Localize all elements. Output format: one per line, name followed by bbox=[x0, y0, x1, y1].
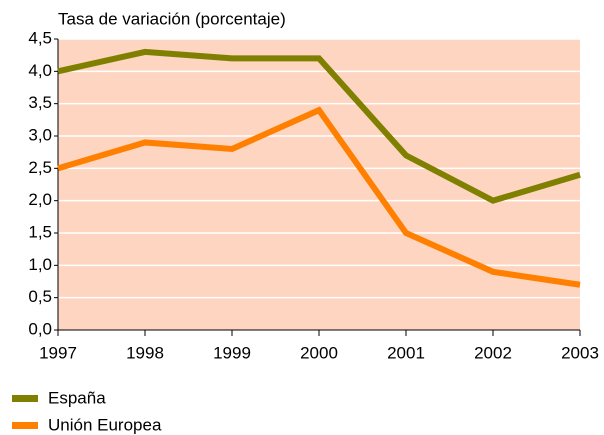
legend-label: España bbox=[48, 388, 106, 407]
y-tick-label: 0,0 bbox=[28, 319, 52, 338]
x-tick-label: 2000 bbox=[300, 343, 338, 362]
chart-title: Tasa de variación (porcentaje) bbox=[58, 9, 286, 28]
y-tick-label: 3,0 bbox=[28, 125, 52, 144]
x-tick-label: 1999 bbox=[213, 343, 251, 362]
x-tick-label: 1997 bbox=[39, 343, 77, 362]
legend-swatch bbox=[12, 422, 38, 429]
y-tick-label: 2,0 bbox=[28, 190, 52, 209]
x-tick-label: 1998 bbox=[126, 343, 164, 362]
x-tick-label: 2001 bbox=[387, 343, 425, 362]
legend-swatch bbox=[12, 395, 38, 402]
x-tick-label: 2003 bbox=[561, 343, 599, 362]
legend-label: Unión Europea bbox=[48, 415, 162, 434]
x-tick-label: 2002 bbox=[474, 343, 512, 362]
series-line bbox=[57, 106, 581, 288]
y-tick-label: 0,5 bbox=[28, 287, 52, 306]
y-tick-label: 3,5 bbox=[28, 93, 52, 112]
y-tick-label: 1,5 bbox=[28, 222, 52, 241]
y-tick-label: 1,0 bbox=[28, 255, 52, 274]
series-line bbox=[57, 48, 581, 204]
y-tick-label: 2,5 bbox=[28, 158, 52, 177]
y-tick-label: 4,0 bbox=[28, 61, 52, 80]
plot-background bbox=[58, 39, 580, 330]
y-tick-label: 4,5 bbox=[28, 28, 52, 47]
